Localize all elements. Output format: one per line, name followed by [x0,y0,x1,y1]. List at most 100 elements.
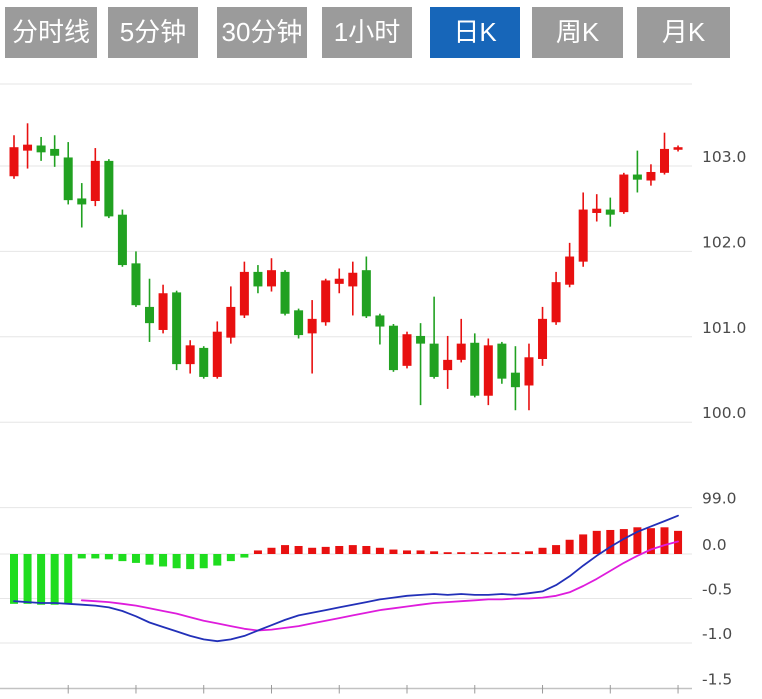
macd-bar [348,545,357,554]
macd-bar [308,547,317,554]
candle-body [185,345,195,365]
macd-bar [131,554,140,563]
gridlines [0,83,692,644]
candle-body [23,144,33,151]
macd-bar [226,554,235,562]
candle-body [388,325,398,371]
candle-body [226,306,236,338]
candle-body [483,345,493,396]
macd-axis-label: 0.0 [702,536,727,554]
tab-3[interactable]: 1小时 [322,7,412,58]
candle-body [172,292,182,365]
macd-bar [294,545,303,554]
macd-bar [646,528,655,554]
tab-0[interactable]: 分时线 [5,7,97,58]
macd-bar [281,545,290,554]
candle-body [497,343,507,379]
candle-body [361,270,371,317]
price-axis-label: 101.0 [702,319,746,337]
macd-bar [104,554,113,560]
macd-axis-label: -1.5 [702,671,732,689]
candle-body [443,359,453,371]
candle-body [538,318,548,360]
candle-body [578,209,588,262]
macd-bar [511,552,520,554]
candle-body [131,263,141,306]
macd-bar [403,550,412,554]
candle-body [592,208,602,213]
x-axis [0,685,692,694]
price-axis-label: 99.0 [702,490,737,508]
macd-bar [443,552,452,554]
candle-body [605,209,615,215]
macd-bar [674,530,683,554]
macd-bar [159,554,168,567]
candle-body [402,334,412,366]
candle-body [239,271,249,316]
candle-body [253,271,263,287]
macd-bar [253,550,262,554]
macd-bar [592,530,601,554]
candle-body [266,270,276,287]
dif-line [13,514,679,643]
candle-body [646,171,656,181]
macd-bar [213,554,222,566]
macd-bar [484,552,493,554]
candle-body [36,145,46,153]
candle-body [321,280,331,323]
macd-axis-label: -1.0 [702,625,732,643]
macd-bar [457,552,466,554]
interval-tabbar: 分时线 5分钟 30分钟 1小时 日K 周K 月K [0,0,762,70]
price-axis-label: 100.0 [702,404,746,422]
tab-2[interactable]: 30分钟 [217,7,307,58]
macd-bar [50,554,59,605]
macd-bar [10,554,18,604]
candle-body [307,318,317,334]
candle-body [632,174,642,180]
candle-body [117,214,127,266]
macd-bar [538,547,547,554]
price-axis-label: 103.0 [702,148,746,166]
macd-bar [37,554,46,605]
macd-bar [565,539,574,554]
macd-bar [606,529,615,554]
macd-bar [64,554,73,604]
macd-bar [497,552,506,554]
candle-body [510,372,520,388]
macd-bar [430,551,439,554]
macd-bar [660,527,669,554]
candle-body [565,256,575,285]
candle-body [294,310,304,336]
price-axis-label: 102.0 [702,233,746,251]
macd-bar [470,552,479,554]
candle-body [145,306,155,324]
candle-body [429,343,439,377]
candle-body [199,347,209,377]
tab-1[interactable]: 5分钟 [108,7,198,58]
candle-body [334,278,344,284]
tab-6[interactable]: 月K [637,7,730,58]
candle-body [416,335,426,344]
macd-bar [335,545,344,554]
macd-bar [552,545,561,554]
macd-bar [416,550,425,554]
macd-bar [172,554,181,569]
macd-bar [186,554,195,570]
candle-body [470,342,480,396]
candle-body [456,343,466,360]
macd-histogram [10,527,683,605]
macd-bar [267,547,276,554]
candle-body [551,282,561,323]
macd-bar [619,529,628,554]
candle-body [212,331,222,377]
macd-bar [77,554,86,559]
candle-body [524,357,534,386]
macd-bar [91,554,100,559]
candle-body [90,160,100,202]
macd-bar [389,549,398,554]
tab-5[interactable]: 周K [532,7,623,58]
candle-body [158,293,168,330]
tab-daily-k[interactable]: 日K [430,7,520,58]
axis-labels: 103.0 102.0 101.0 100.0 99.0 0.0 -0.5 -1.0 -1.5 [702,148,746,689]
macd-bar [579,534,588,554]
